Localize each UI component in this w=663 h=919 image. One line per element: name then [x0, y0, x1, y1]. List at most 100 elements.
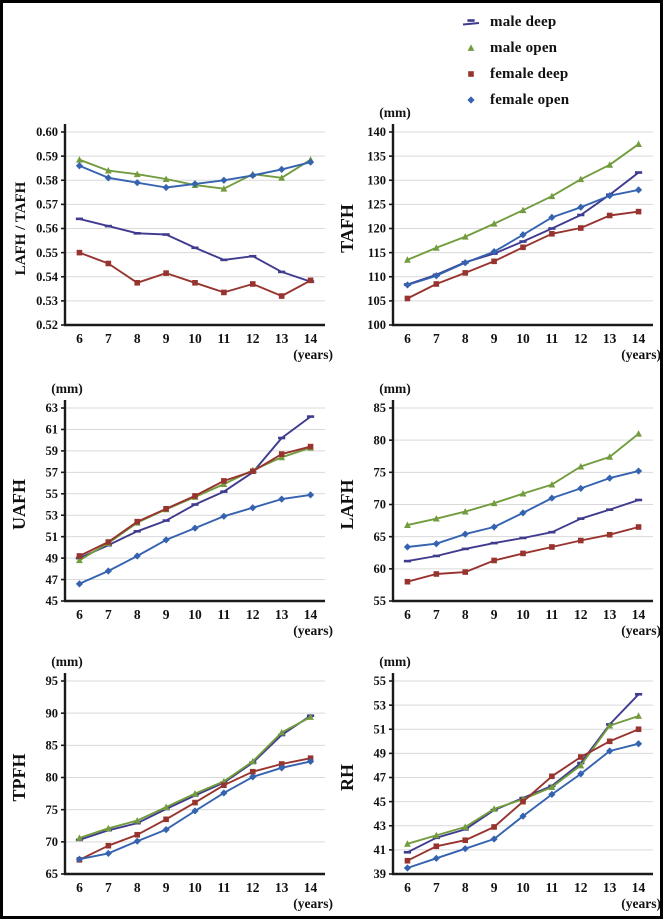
- point-female-open: [461, 259, 469, 267]
- point-male-open: [249, 757, 257, 765]
- point-female-deep: [404, 295, 411, 302]
- point-female-deep: [192, 799, 198, 806]
- point-female-open: [249, 504, 257, 512]
- y-axis-title: TPFH: [9, 754, 29, 802]
- x-tick-label: 13: [275, 607, 289, 622]
- legend-item-male-open: male open: [461, 37, 569, 59]
- point-male-deep: [461, 547, 469, 551]
- point-male-open: [220, 480, 228, 488]
- point-female-deep: [462, 837, 469, 844]
- diamond-marker-icon: [461, 93, 481, 107]
- y-tick-label: 115: [368, 246, 386, 260]
- point-male-open: [461, 823, 469, 830]
- y-tick-label: 0.54: [36, 270, 59, 284]
- point-female-deep: [549, 773, 555, 780]
- y-tick-label: 70: [46, 835, 59, 849]
- x-tick-label: 13: [275, 880, 289, 895]
- x-axis-title: (years): [293, 896, 333, 911]
- point-female-open: [490, 523, 498, 531]
- y-tick-label: 57: [46, 466, 59, 480]
- legend-label: female open: [490, 91, 570, 108]
- point-female-open: [577, 203, 585, 211]
- y-tick-label: 140: [367, 125, 386, 139]
- y-tick-label: 49: [46, 551, 59, 565]
- point-female-open: [104, 849, 112, 858]
- point-male-open: [76, 156, 83, 163]
- square-marker-icon: [461, 67, 481, 81]
- legend-item-female-deep: female deep: [461, 63, 569, 85]
- point-female-deep: [221, 289, 227, 296]
- point-male-deep: [306, 415, 315, 418]
- point-male-open: [76, 834, 83, 841]
- y-axis-title: TAFH: [337, 204, 357, 253]
- x-tick-label: 11: [546, 331, 559, 346]
- triangle-marker-glyph: [467, 44, 475, 51]
- legend: male deep male open female deep female o…: [461, 11, 569, 111]
- point-female-open: [75, 580, 84, 588]
- point-female-deep: [606, 738, 613, 745]
- y-unit-label: (mm): [51, 654, 82, 669]
- x-tick-label: 12: [574, 331, 588, 346]
- point-male-open: [635, 140, 642, 147]
- y-tick-label: 85: [374, 401, 387, 415]
- point-male-deep: [519, 536, 527, 540]
- point-female-deep: [433, 571, 440, 577]
- y-tick-label: 0.52: [36, 318, 58, 332]
- point-female-open: [606, 747, 614, 755]
- y-tick-label: 90: [46, 706, 59, 720]
- point-female-deep: [307, 277, 314, 284]
- x-tick-label: 6: [404, 607, 411, 622]
- point-female-deep: [76, 249, 83, 256]
- series-line-male-deep: [406, 693, 640, 854]
- x-tick-label: 9: [491, 607, 498, 622]
- y-tick-label: 41: [374, 843, 387, 857]
- x-tick-label: 12: [574, 607, 588, 622]
- y-tick-label: 51: [46, 530, 59, 544]
- y-tick-label: 80: [374, 433, 387, 447]
- point-male-open: [307, 713, 314, 720]
- y-tick-label: 70: [374, 498, 387, 512]
- point-male-open: [635, 712, 642, 719]
- point-female-deep: [163, 270, 169, 276]
- y-tick-label: 45: [46, 594, 59, 608]
- point-female-deep: [105, 260, 112, 267]
- point-female-open: [249, 171, 257, 180]
- y-tick-label: 49: [374, 747, 387, 761]
- point-male-open: [606, 161, 614, 168]
- y-tick-label: 65: [46, 867, 59, 881]
- x-tick-label: 14: [304, 331, 318, 346]
- chart-lafh: 55 60 65 70 75 80 85 (mm) LAFH 6 7 8 9 10 11 12 13 14 (yea…: [337, 377, 660, 654]
- chart-uafh: 45 47 49 51 53 55 57 59 61 63 (mm) UAFH 6 7 8 9 10 11 12 13…: [9, 377, 335, 654]
- x-tick-label: 10: [516, 331, 530, 346]
- point-male-open: [76, 556, 83, 564]
- point-male-open: [519, 489, 527, 497]
- point-female-open: [278, 495, 286, 503]
- x-tick-label: 10: [188, 331, 202, 346]
- y-tick-label: 61: [46, 423, 59, 437]
- point-male-deep: [403, 850, 412, 854]
- series-line-female-deep: [78, 251, 312, 297]
- x-tick-label: 8: [462, 607, 469, 622]
- point-male-open: [548, 783, 556, 791]
- legend-dash: [467, 19, 475, 22]
- point-female-deep: [192, 279, 198, 286]
- point-male-deep: [634, 498, 643, 502]
- x-tick-label: 7: [105, 880, 112, 895]
- point-female-deep: [278, 761, 285, 767]
- y-unit-label: (mm): [51, 381, 82, 396]
- chart-lafh-tafh-ratio: 0.52 0.53 0.54 0.55 0.56 0.57 0.58 0.59 0.60 LAFH…: [9, 101, 335, 378]
- y-tick-label: 0.53: [36, 294, 58, 308]
- point-male-open: [432, 831, 440, 839]
- x-tick-label: 9: [491, 880, 498, 895]
- y-axis-title: RH: [337, 764, 357, 791]
- x-tick-label: 14: [632, 607, 646, 622]
- x-tick-label: 10: [516, 880, 530, 895]
- point-female-open: [220, 789, 228, 797]
- x-tick-label: 8: [134, 880, 141, 895]
- x-tick-label: 7: [433, 607, 440, 622]
- y-unit-label: (mm): [379, 105, 410, 120]
- point-male-open: [577, 175, 585, 183]
- legend-diamond: [467, 96, 475, 104]
- x-tick-label: 12: [246, 331, 260, 346]
- point-male-open: [133, 817, 141, 824]
